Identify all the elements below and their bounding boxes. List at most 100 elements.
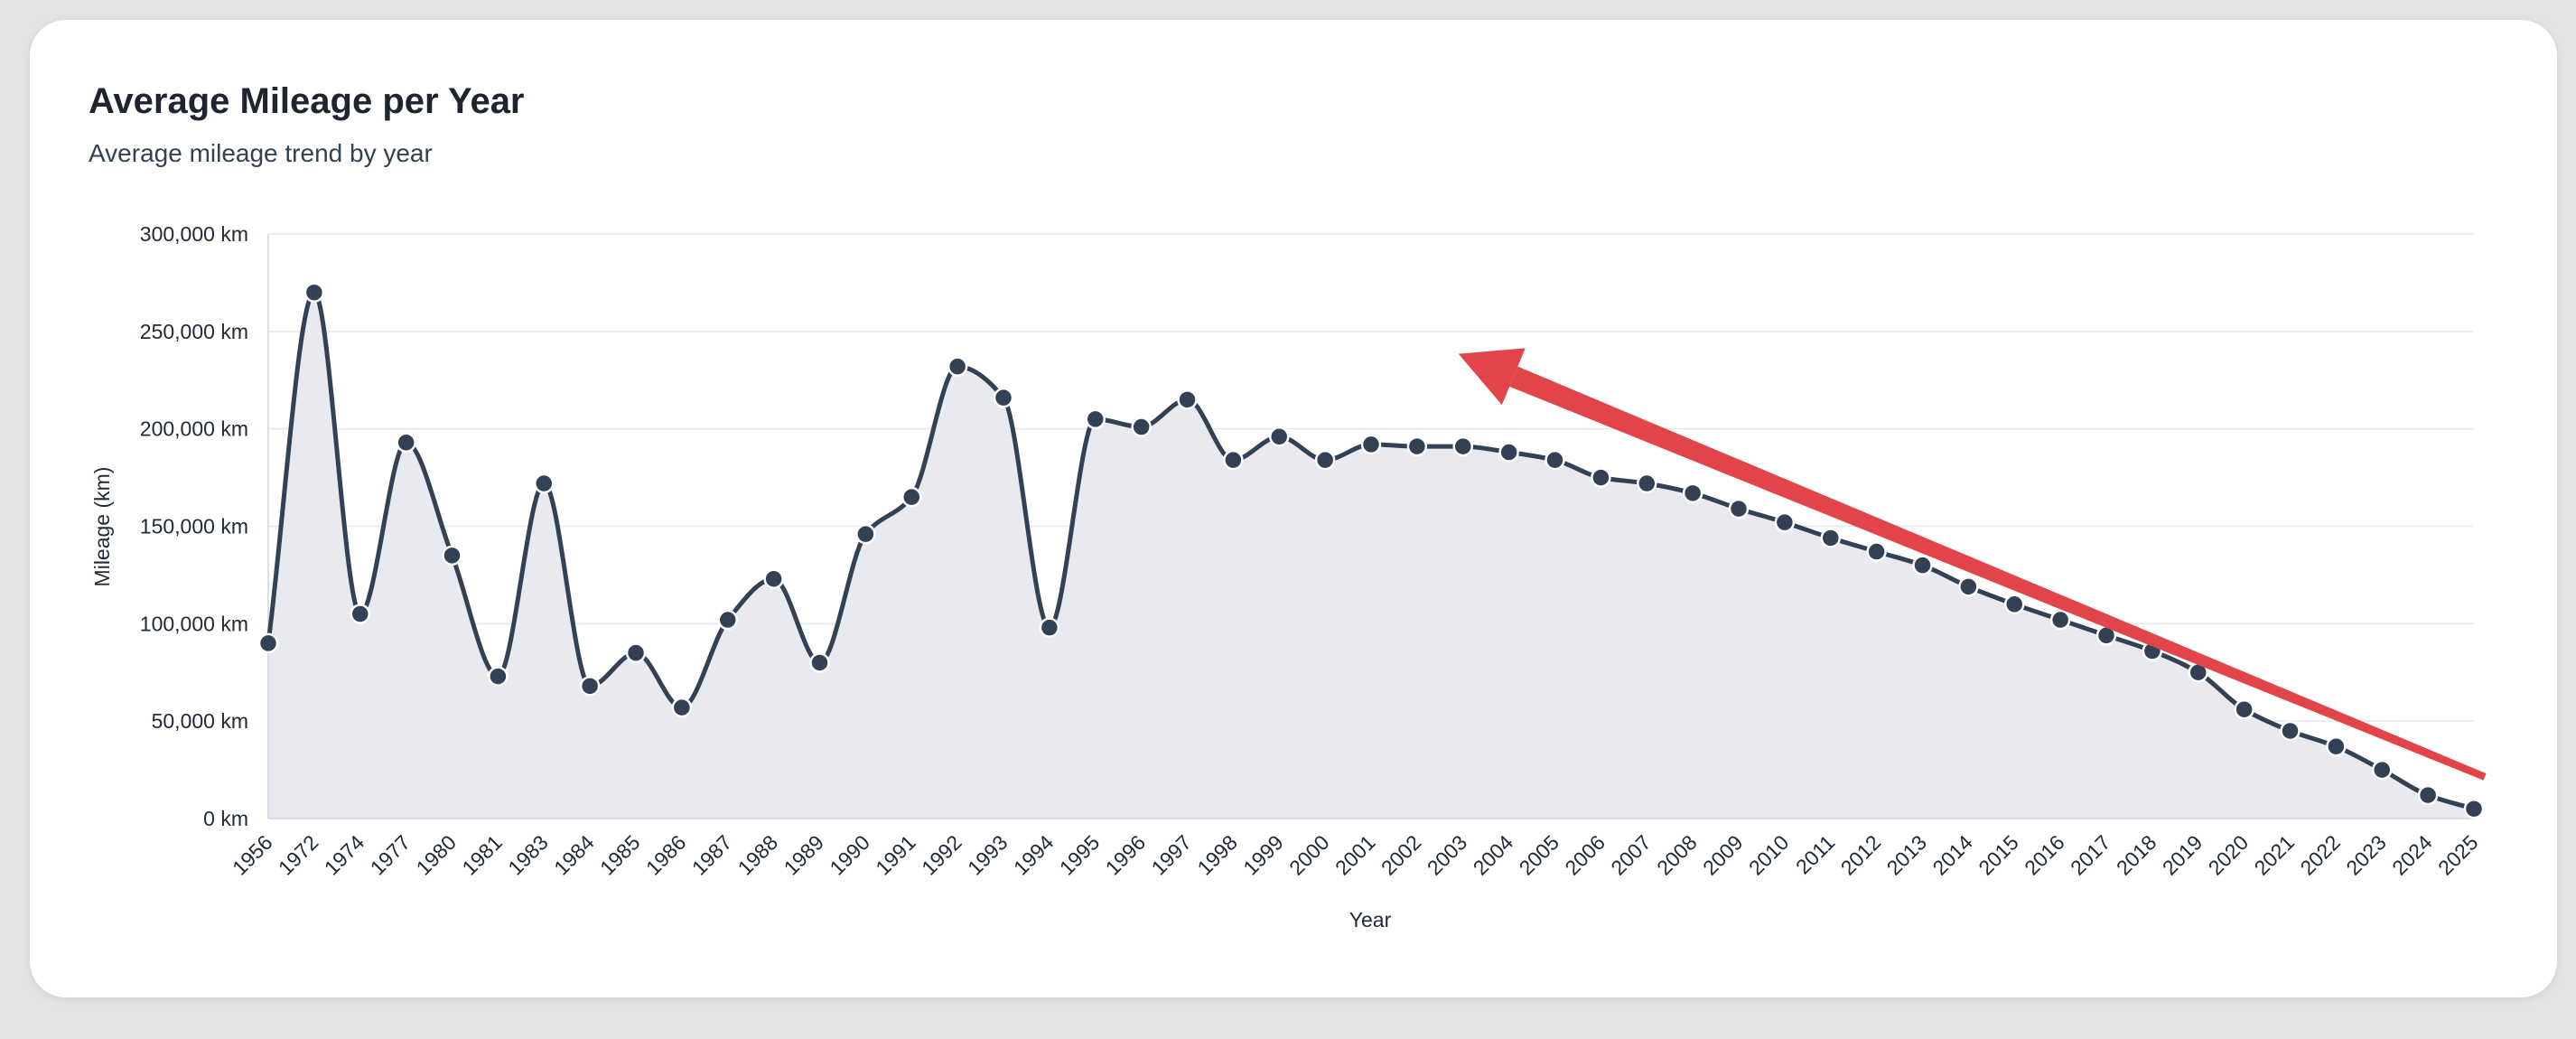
x-tick-label: 2019 <box>2158 830 2207 880</box>
x-tick-label: 2023 <box>2341 830 2391 880</box>
data-point-2012 <box>1866 541 1887 562</box>
data-point-2011 <box>1820 528 1841 548</box>
x-tick-label: 1983 <box>503 830 553 880</box>
data-point-1991 <box>901 486 922 508</box>
data-point-1993 <box>993 387 1014 408</box>
y-tick-label: 250,000 km <box>140 320 248 343</box>
data-point-1996 <box>1131 417 1152 437</box>
data-point-1956 <box>257 632 279 654</box>
data-point-2022 <box>2326 735 2347 757</box>
x-tick-label: 2013 <box>1881 830 1931 880</box>
y-axis-title: Mileage (km) <box>90 467 114 587</box>
data-point-1997 <box>1177 389 1198 410</box>
x-tick-label: 2010 <box>1744 830 1794 880</box>
data-point-2003 <box>1452 435 1473 457</box>
x-tick-label: 1974 <box>320 830 369 880</box>
x-tick-label: 2000 <box>1284 830 1334 880</box>
x-tick-label: 2014 <box>1927 830 1977 880</box>
x-tick-label: 1999 <box>1238 830 1288 880</box>
data-point-1994 <box>1039 617 1060 638</box>
data-point-1995 <box>1085 408 1106 430</box>
x-tick-label: 2009 <box>1698 830 1748 880</box>
data-point-1998 <box>1223 449 1244 471</box>
data-point-2020 <box>2234 698 2254 720</box>
data-point-2002 <box>1406 435 1428 457</box>
data-point-1985 <box>625 642 647 663</box>
data-point-2013 <box>1912 555 1933 576</box>
arrow-shaft <box>1509 366 2487 781</box>
x-tick-label: 1997 <box>1146 830 1196 880</box>
data-point-1986 <box>671 697 693 718</box>
data-point-1977 <box>396 432 416 454</box>
x-tick-label: 1996 <box>1101 830 1151 880</box>
data-point-2023 <box>2372 759 2393 781</box>
x-tick-label: 2020 <box>2204 830 2254 880</box>
x-tick-label: 1989 <box>779 830 828 880</box>
x-tick-label: 1987 <box>687 830 737 880</box>
x-tick-label: 1988 <box>733 830 783 880</box>
data-point-1984 <box>579 676 601 697</box>
x-tick-label: 2004 <box>1469 830 1518 880</box>
data-point-2005 <box>1545 449 1565 471</box>
y-tick-label: 200,000 km <box>140 417 248 441</box>
data-point-1988 <box>763 568 784 589</box>
data-point-1992 <box>947 356 968 377</box>
x-tick-label: 2005 <box>1514 830 1563 880</box>
x-axis-title: Year <box>1349 908 1392 931</box>
x-tick-label: 2006 <box>1560 830 1610 880</box>
data-point-2021 <box>2280 720 2301 742</box>
y-tick-label: 150,000 km <box>140 515 248 538</box>
data-point-1974 <box>350 604 370 624</box>
y-tick-label: 0 km <box>203 807 248 830</box>
x-tick-label: 1994 <box>1009 830 1059 880</box>
area-fill <box>268 292 2474 819</box>
data-point-1990 <box>855 523 876 545</box>
x-tick-label: 2015 <box>1974 830 2023 880</box>
data-point-2004 <box>1498 442 1519 463</box>
series-line <box>266 290 2477 811</box>
y-tick-labels: 0 km 50,000 km 100,000 km 150,000 km 200,000… <box>140 222 248 830</box>
data-point-2015 <box>2004 594 2025 615</box>
x-tick-label: 2003 <box>1423 830 1472 880</box>
data-point-1983 <box>534 473 555 494</box>
data-point-2009 <box>1728 498 1750 520</box>
x-tick-labels: 1956197219741977198019811983198419851986… <box>228 830 2483 880</box>
y-tick-label: 300,000 km <box>140 222 248 246</box>
y-tick-label: 100,000 km <box>140 612 248 635</box>
x-tick-label: 2012 <box>1836 830 1886 880</box>
x-tick-label: 1956 <box>228 830 277 880</box>
data-point-1999 <box>1269 426 1290 447</box>
x-tick-label: 1993 <box>963 830 1013 880</box>
x-tick-label: 1977 <box>366 830 415 880</box>
data-points <box>257 282 2485 819</box>
data-point-1989 <box>809 652 830 673</box>
data-point-2010 <box>1774 511 1796 533</box>
x-tick-label: 1990 <box>825 830 874 880</box>
x-tick-label: 1980 <box>411 830 461 880</box>
data-point-1981 <box>488 666 509 687</box>
x-tick-label: 2024 <box>2387 830 2437 880</box>
x-tick-label: 2002 <box>1377 830 1426 880</box>
x-tick-label: 2022 <box>2295 830 2345 880</box>
x-tick-label: 1991 <box>871 830 920 880</box>
data-point-2014 <box>1958 576 1979 597</box>
x-tick-label: 2008 <box>1652 830 1702 880</box>
x-tick-label: 2001 <box>1330 830 1380 880</box>
data-point-2000 <box>1314 449 1336 471</box>
data-point-1980 <box>442 545 462 566</box>
y-tick-label: 50,000 km <box>152 709 248 733</box>
x-tick-label: 2025 <box>2433 830 2483 880</box>
arrow-head <box>1458 348 1526 406</box>
x-tick-label: 1981 <box>457 830 507 880</box>
trend-arrow <box>1458 348 2487 781</box>
data-point-2024 <box>2417 784 2439 806</box>
data-point-1987 <box>717 609 738 631</box>
x-tick-label: 1985 <box>595 830 645 880</box>
x-tick-label: 1995 <box>1055 830 1105 880</box>
x-tick-label: 2017 <box>2066 830 2115 880</box>
x-tick-label: 1998 <box>1192 830 1242 880</box>
x-tick-label: 2007 <box>1606 830 1656 880</box>
x-tick-label: 2021 <box>2249 830 2299 880</box>
x-tick-label: 2016 <box>2020 830 2069 880</box>
